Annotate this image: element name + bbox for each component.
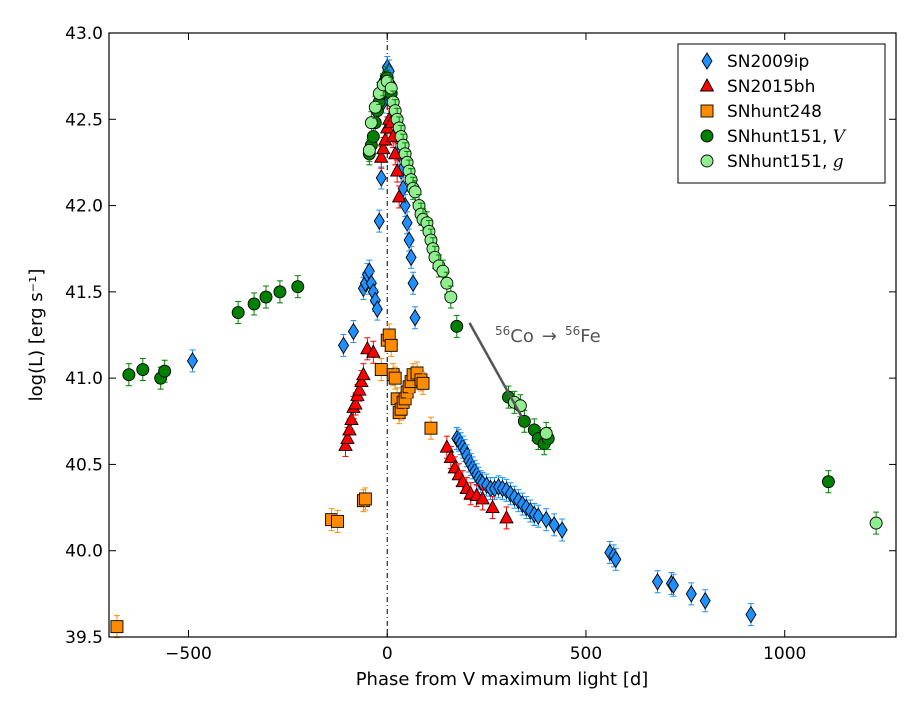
data-point xyxy=(388,371,402,385)
data-point xyxy=(373,212,385,230)
data-point xyxy=(387,145,403,160)
data-point xyxy=(499,509,514,524)
legend: SN2009ip SN2015bh SNhunt248 SNhunt151, V SNh… xyxy=(677,43,886,184)
data-point xyxy=(347,322,359,341)
legend-label: SN2009ip xyxy=(727,52,809,72)
data-point xyxy=(231,306,245,320)
y-tick-label: 40.5 xyxy=(65,455,103,475)
data-point xyxy=(685,585,697,603)
data-point xyxy=(291,280,305,294)
data-point xyxy=(548,515,560,534)
x-tick-label: 0 xyxy=(382,644,393,664)
x-tick-label: −500 xyxy=(165,644,212,664)
y-tick-label: 43.0 xyxy=(65,24,103,44)
data-point xyxy=(358,492,372,506)
data-point xyxy=(384,338,398,352)
data-point xyxy=(651,572,664,591)
legend-label: SN2015bh xyxy=(727,77,815,97)
data-point xyxy=(384,81,398,95)
decay-line xyxy=(468,322,524,419)
legend-band: V xyxy=(833,127,847,147)
data-point xyxy=(337,336,350,355)
data-point xyxy=(405,248,417,267)
legend-marker xyxy=(701,52,713,70)
data-point xyxy=(366,344,381,358)
data-point xyxy=(745,605,757,624)
data-point xyxy=(247,297,261,311)
data-point xyxy=(869,516,883,530)
data-point xyxy=(331,514,344,528)
data-point xyxy=(532,507,544,526)
legend-marker xyxy=(699,78,715,92)
data-point xyxy=(436,264,450,278)
y-axis-label: log(L) [erg s⁻¹] xyxy=(26,269,47,402)
decay-label: 56Co → 56Fe xyxy=(495,324,601,347)
data-point xyxy=(821,475,835,489)
data-point xyxy=(424,421,438,435)
data-point xyxy=(416,376,430,390)
decay-annotation: 56Co → 56Fe xyxy=(468,322,601,419)
data-point xyxy=(362,143,376,157)
plot-frame xyxy=(108,32,897,638)
y-tick-label: 39.5 xyxy=(65,628,103,648)
data-point xyxy=(450,319,464,333)
data-point xyxy=(338,437,353,451)
data-point xyxy=(401,213,413,232)
data-point xyxy=(136,363,150,376)
data-point xyxy=(667,576,679,595)
data-point xyxy=(485,499,500,514)
data-point xyxy=(699,591,711,610)
legend-band: g xyxy=(833,152,844,172)
data-point xyxy=(356,366,371,381)
data-point xyxy=(539,426,553,440)
data-point xyxy=(371,300,383,318)
legend-label: SNhunt248 xyxy=(727,102,822,122)
series-snhunt151-g xyxy=(362,69,883,535)
data-point xyxy=(259,290,273,304)
axes: 39.5 40.0 40.5 41.0 41.5 42.0 42.5 43.0 −500 0 500… xyxy=(65,24,896,664)
data-point xyxy=(444,290,458,304)
legend-marker xyxy=(700,154,714,168)
co-symbol: Co xyxy=(510,326,534,347)
x-axis-label: Phase from V maximum light [d] xyxy=(356,669,649,690)
data-point xyxy=(273,285,287,299)
data-point xyxy=(110,620,124,634)
y-tick-label: 41.5 xyxy=(65,283,103,303)
fe-symbol: Fe xyxy=(580,326,600,347)
data-point xyxy=(122,368,136,382)
fe-mass-number: 56 xyxy=(565,324,580,338)
series-snhunt248 xyxy=(110,323,438,639)
data-point xyxy=(186,352,199,370)
data-point xyxy=(403,231,415,249)
data-point xyxy=(158,364,172,378)
y-tick-label: 40.0 xyxy=(65,542,103,562)
data-point xyxy=(342,421,357,436)
data-marks xyxy=(110,56,883,639)
decay-arrow: → xyxy=(542,326,557,347)
legend-marker xyxy=(700,129,714,143)
x-tick-label: 500 xyxy=(570,644,602,664)
y-tick-label: 42.5 xyxy=(65,110,103,130)
data-point xyxy=(407,274,419,293)
legend-label: SNhunt151, g xyxy=(727,152,844,172)
data-point xyxy=(364,116,378,130)
co-mass-number: 56 xyxy=(495,324,510,338)
data-point xyxy=(540,510,552,529)
x-tick-label: 1000 xyxy=(763,644,806,664)
y-tick-label: 42.0 xyxy=(65,197,103,217)
data-point xyxy=(354,373,369,388)
y-tick-label: 41.0 xyxy=(65,369,103,389)
data-point xyxy=(475,490,490,505)
data-point xyxy=(375,169,387,187)
data-point xyxy=(391,188,407,203)
data-point xyxy=(610,550,622,569)
data-point xyxy=(556,521,568,539)
legend-label: SNhunt151, V xyxy=(727,127,847,147)
data-point xyxy=(389,163,405,177)
data-point xyxy=(409,308,421,327)
legend-marker xyxy=(700,104,714,118)
data-point xyxy=(374,363,388,376)
